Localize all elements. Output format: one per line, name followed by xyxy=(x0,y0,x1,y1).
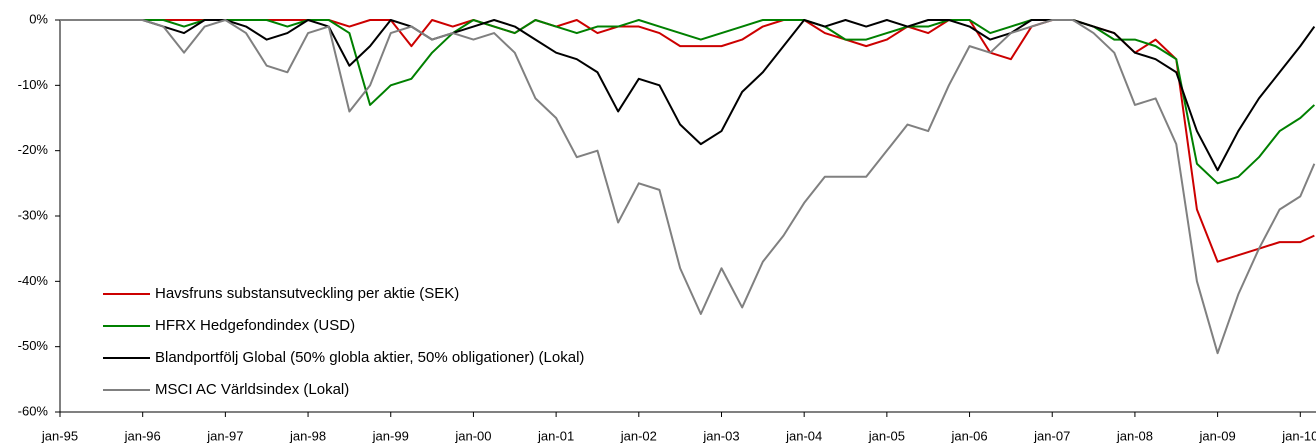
y-tick-label: 0% xyxy=(29,11,48,26)
x-tick-label: jan-06 xyxy=(950,428,987,443)
x-tick-label: jan-04 xyxy=(785,428,822,443)
y-tick-label: -60% xyxy=(18,403,49,418)
x-tick-label: jan-95 xyxy=(41,428,78,443)
y-tick-label: -30% xyxy=(18,207,49,222)
x-tick-label: jan-99 xyxy=(372,428,409,443)
x-tick-label: jan-96 xyxy=(124,428,161,443)
series-line xyxy=(60,19,1316,172)
legend-label: HFRX Hedgefondindex (USD) xyxy=(155,317,355,334)
x-tick-label: jan-10 xyxy=(1281,428,1316,443)
x-tick-label: jan-00 xyxy=(454,428,491,443)
x-tick-label: jan-07 xyxy=(1033,428,1070,443)
x-tick-label: jan-08 xyxy=(1116,428,1153,443)
legend-label: Havsfruns substansutveckling per aktie (… xyxy=(155,285,459,302)
series-line xyxy=(60,19,1316,185)
legend-label: MSCI AC Världsindex (Lokal) xyxy=(155,381,349,398)
y-tick-label: -40% xyxy=(18,273,49,288)
x-tick-label: jan-03 xyxy=(702,428,739,443)
y-tick-label: -20% xyxy=(18,142,49,157)
x-tick-label: jan-97 xyxy=(206,428,243,443)
x-tick-label: jan-98 xyxy=(289,428,326,443)
y-tick-label: -50% xyxy=(18,338,49,353)
y-tick-label: -10% xyxy=(18,77,49,92)
series-line xyxy=(60,19,1316,355)
legend-label: Blandportfölj Global (50% globla aktier,… xyxy=(155,349,584,366)
x-tick-label: jan-09 xyxy=(1199,428,1236,443)
x-tick-label: jan-05 xyxy=(868,428,905,443)
x-tick-label: jan-01 xyxy=(537,428,574,443)
series-line xyxy=(60,19,1315,263)
x-tick-label: jan-02 xyxy=(620,428,657,443)
